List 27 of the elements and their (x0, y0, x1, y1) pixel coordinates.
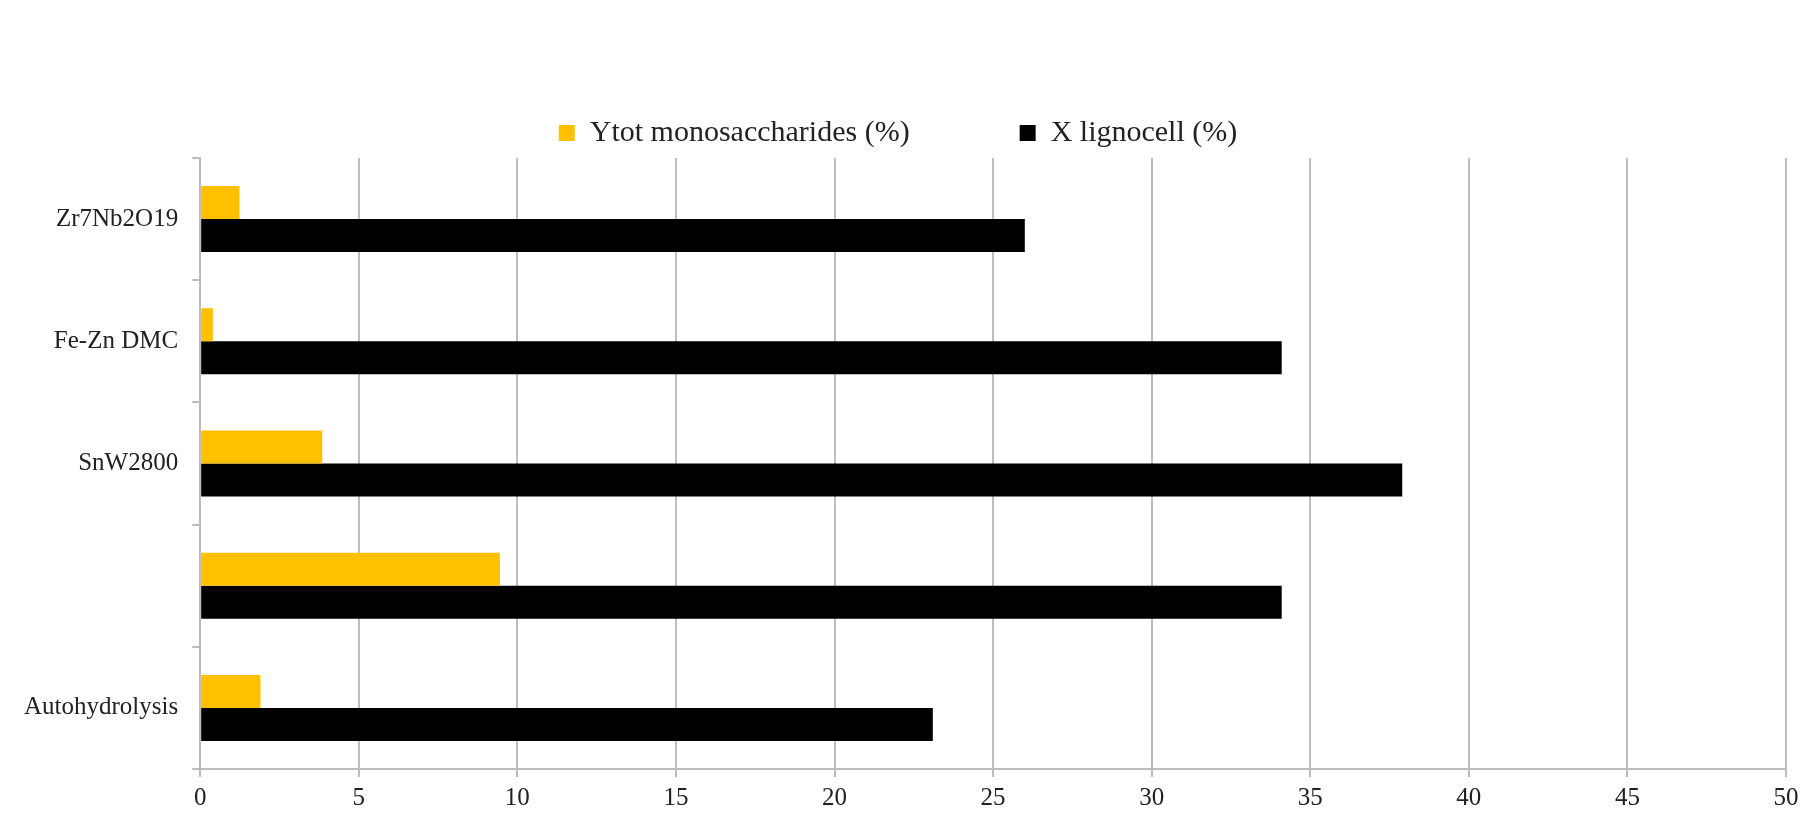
bar (201, 707, 933, 741)
legend-label: Ytot monosaccharides (%) (589, 113, 910, 148)
bar (201, 430, 323, 464)
x-tick-label: 15 (663, 782, 689, 810)
x-tick-label: 30 (1139, 782, 1165, 810)
x-tick-label: 0 (193, 782, 207, 810)
x-tick-label: 40 (1456, 782, 1482, 810)
bar (201, 674, 261, 708)
bar (201, 219, 1025, 253)
x-tick-label: 20 (822, 782, 847, 810)
y-tick-label: Fe-Zn DMC (53, 325, 179, 353)
x-tick-label: 45 (1614, 782, 1640, 810)
bar (201, 552, 500, 586)
y-tick-label: Autohydrolysis (23, 692, 179, 720)
y-tick-label: SnW2800 (78, 448, 179, 476)
x-tick-label: 5 (352, 782, 366, 810)
bar (201, 585, 1282, 619)
bar (201, 186, 240, 220)
x-tick-label: 10 (504, 782, 530, 810)
x-tick-label: 50 (1773, 782, 1799, 810)
legend-label: X lignocell (%) (1050, 113, 1238, 148)
x-tick-label: 35 (1297, 782, 1323, 810)
bar (201, 341, 1282, 375)
y-tick-label: Zr7Nb2O19 (55, 203, 179, 231)
bar (201, 308, 213, 342)
x-tick-label: 25 (980, 782, 1006, 810)
bar (201, 463, 1403, 497)
